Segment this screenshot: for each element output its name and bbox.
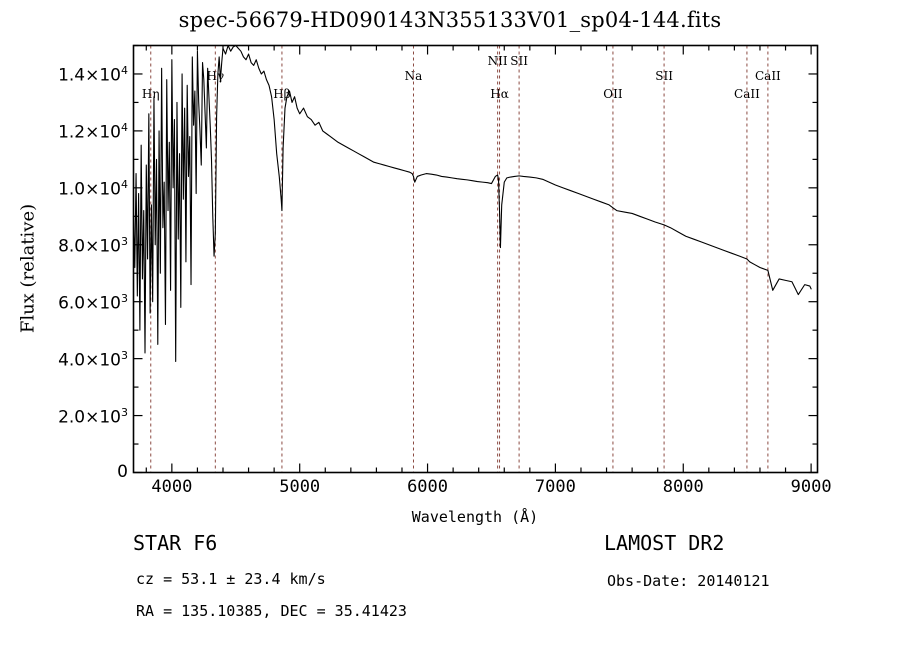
y-tick-label: 1.2×104 [58,120,128,143]
x-tick-label: 8000 [662,477,704,497]
y-tick-label: 1.4×104 [58,63,128,86]
sky-coordinates: RA = 135.10385, DEC = 35.41423 [136,602,407,620]
star-class: STAR F6 [133,531,218,555]
x-tick-label: 7000 [534,477,576,497]
x-axis-label: Wavelength (Å) [411,508,539,526]
observation-date: Obs-Date: 20140121 [607,572,770,590]
axis-ticks [133,44,818,474]
page-title: spec-56679-HD090143N355133V01_sp04-144.f… [178,8,722,32]
plot-frame [132,44,819,474]
spectrum-trace [132,44,812,363]
x-tick-label: 9000 [790,477,832,497]
x-tick-label: 6000 [407,477,449,497]
survey-name: LAMOST DR2 [604,531,725,555]
spectral-line-label: NII [487,54,508,68]
redshift-velocity: cz = 53.1 ± 23.4 km/s [136,570,326,588]
y-tick-label: 1.0×104 [58,177,128,200]
y-tick-label: 2.0×103 [58,405,128,428]
spectral-line-label: SII [510,54,528,68]
y-tick-label: 0 [117,461,128,482]
y-tick-label: 8.0×103 [58,234,128,257]
y-tick-label: 4.0×103 [58,348,128,371]
x-tick-label: 5000 [279,477,321,497]
y-axis-tick-labels: 0 2.0×103 4.0×103 6.0×103 8.0×103 1.0×104 1.2×… [0,0,128,500]
marker-lines [150,45,769,473]
y-tick-label: 6.0×103 [58,291,128,314]
x-tick-label: 4000 [151,477,193,497]
